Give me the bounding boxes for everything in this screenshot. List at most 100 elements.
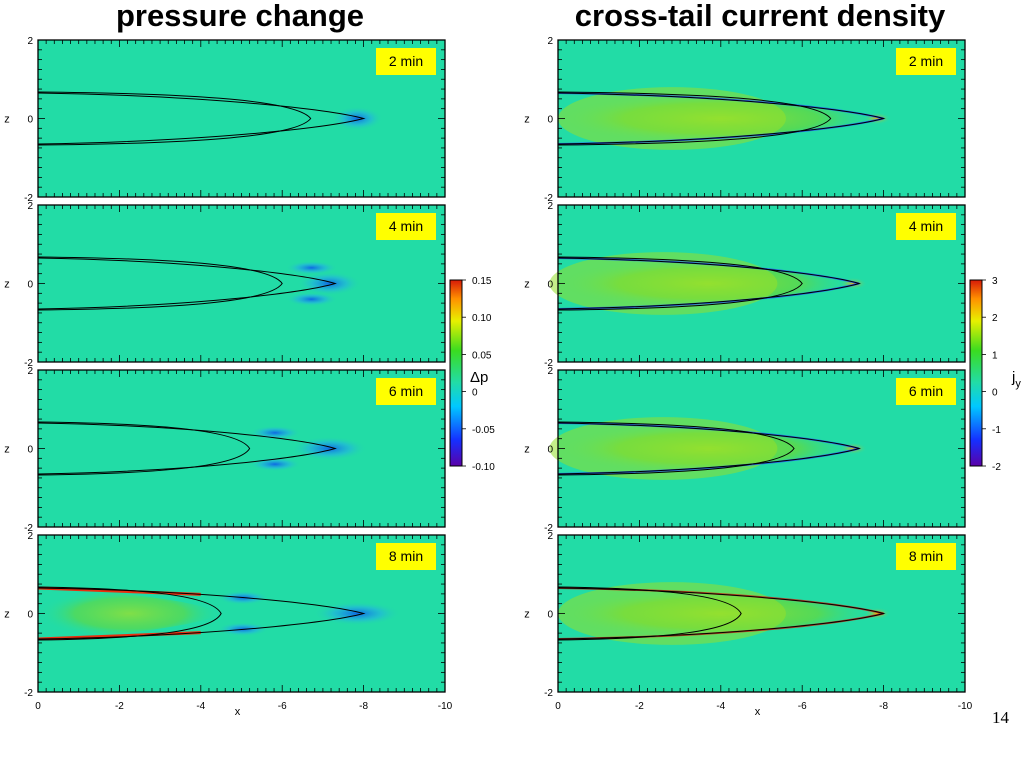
x-tick-label: -6 xyxy=(278,701,287,712)
contour-inner xyxy=(37,586,222,641)
colorbar-tick-label: 2 xyxy=(992,313,998,324)
pressure-drop-lower xyxy=(285,292,338,307)
y-tick-label: 0 xyxy=(547,115,553,126)
pressure-drop-spot xyxy=(331,106,384,131)
x-axis-label: x xyxy=(755,706,761,718)
panel-pressure-2: 2 0 -2 z 4 min xyxy=(4,201,446,369)
y-tick-label: 0 xyxy=(27,280,33,291)
colorbar-scale xyxy=(449,279,463,467)
contour-inner xyxy=(557,256,803,311)
panel-pressure-3: 2 0 -2 z 6 min xyxy=(4,366,446,534)
y-tick-label: 0 xyxy=(27,445,33,456)
page-number: 14 xyxy=(992,708,1009,727)
time-label: 6 min xyxy=(909,383,943,399)
y-tick-label: -2 xyxy=(544,358,553,369)
current-core xyxy=(558,582,786,645)
time-label-box xyxy=(376,213,436,240)
pressure-edge-upper xyxy=(37,586,201,596)
time-label-box xyxy=(376,48,436,75)
x-tick-label: -10 xyxy=(438,701,453,712)
y-tick-label: 0 xyxy=(547,610,553,621)
colorbar-pressure: 0.15 0.10 0.05 0 -0.05 -0.10 Δp xyxy=(449,276,495,473)
contour-outer xyxy=(557,422,861,475)
x-tick-label: -10 xyxy=(958,701,973,712)
colorbar-tick-label: 0 xyxy=(992,388,998,399)
y-axis-label: z xyxy=(524,279,530,291)
y-tick-label: 0 xyxy=(27,610,33,621)
x-tick-label: -2 xyxy=(635,701,644,712)
time-label-box xyxy=(376,378,436,405)
pressure-drop-upper xyxy=(285,260,338,275)
panel-current-3: 2 0 -2 z 6 min xyxy=(524,366,966,534)
colorbar-current: 3 2 1 0 -1 -2 jy xyxy=(969,276,1021,473)
colorbar-tick-label: 3 xyxy=(992,276,998,287)
y-tick-label: 2 xyxy=(27,366,33,377)
contour-inner xyxy=(557,91,832,146)
colorbar-tick-label: 0.15 xyxy=(472,276,492,287)
y-axis-label: z xyxy=(4,444,10,456)
contour-inner xyxy=(557,421,795,476)
time-label: 2 min xyxy=(389,53,423,69)
y-tick-label: 2 xyxy=(27,201,33,212)
x-tick-label: -6 xyxy=(798,701,807,712)
y-axis-label: z xyxy=(524,609,530,621)
contour-inner xyxy=(37,421,251,476)
time-label-box xyxy=(376,543,436,570)
time-label: 4 min xyxy=(909,218,943,234)
y-axis-label: z xyxy=(524,444,530,456)
y-tick-label: 0 xyxy=(547,445,553,456)
time-label: 6 min xyxy=(389,383,423,399)
x-tick-label: -8 xyxy=(879,701,888,712)
contour-inner xyxy=(557,586,742,641)
y-tick-label: 2 xyxy=(547,531,553,542)
colorbar-tick-label: -0.10 xyxy=(472,462,495,473)
current-core xyxy=(558,87,786,150)
pressure-increase-region xyxy=(38,587,222,640)
x-tick-label: -8 xyxy=(359,701,368,712)
y-axis-label: z xyxy=(4,114,10,126)
y-tick-label: -2 xyxy=(24,688,33,699)
x-axis-label: x xyxy=(235,706,241,718)
y-tick-label: 2 xyxy=(547,36,553,47)
y-tick-label: -2 xyxy=(544,523,553,534)
x-tick-label: -4 xyxy=(196,701,205,712)
time-label-box xyxy=(896,378,956,405)
time-label-box xyxy=(896,213,956,240)
contour-inner xyxy=(37,91,312,146)
contour-outer xyxy=(37,422,337,475)
time-label-box xyxy=(896,543,956,570)
chart-title-pressure: pressure change xyxy=(115,0,365,33)
time-label: 8 min xyxy=(909,548,943,564)
colorbar-label-subscript: y xyxy=(1015,378,1021,390)
contour-outer xyxy=(37,257,337,310)
contour-inner xyxy=(37,256,283,311)
colorbar-tick-label: 0.05 xyxy=(472,350,492,361)
y-tick-label: -2 xyxy=(544,688,553,699)
y-tick-label: -2 xyxy=(24,193,33,204)
pressure-drop-spot xyxy=(313,601,402,626)
pressure-drop-spot xyxy=(297,271,362,296)
current-core xyxy=(549,252,778,315)
y-tick-label: 2 xyxy=(27,36,33,47)
chart-title-current: cross-tail current density xyxy=(574,0,946,33)
y-tick-label: 2 xyxy=(27,531,33,542)
time-label-box xyxy=(896,48,956,75)
x-tick-label: -2 xyxy=(115,701,124,712)
contour-outer xyxy=(557,587,886,640)
contour-outer xyxy=(557,92,886,145)
pressure-drop-spot xyxy=(291,436,368,461)
colorbar-tick-label: 0.10 xyxy=(472,313,492,324)
y-tick-label: -2 xyxy=(544,193,553,204)
pressure-edge-lower xyxy=(37,631,201,641)
x-tick-label: -4 xyxy=(716,701,725,712)
colorbar-label: jy xyxy=(1011,369,1021,390)
y-axis-label: z xyxy=(524,114,530,126)
x-tick-label: 0 xyxy=(35,701,41,712)
colorbar-tick-label: -2 xyxy=(992,462,1001,473)
panel-current-1: 2 0 -2 z 2 min xyxy=(524,36,966,204)
panel-pressure-1: 2 0 -2 z 2 min xyxy=(4,36,446,204)
